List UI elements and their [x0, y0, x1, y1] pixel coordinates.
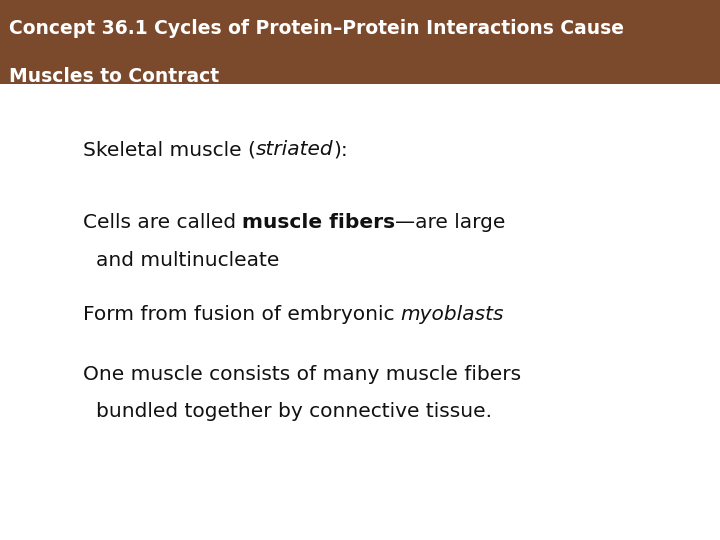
Text: ):: ):	[333, 140, 348, 159]
Text: Concept 36.1 Cycles of Protein–Protein Interactions Cause: Concept 36.1 Cycles of Protein–Protein I…	[9, 19, 624, 38]
Text: Skeletal muscle (: Skeletal muscle (	[83, 140, 256, 159]
Text: and multinucleate: and multinucleate	[96, 251, 279, 270]
Text: bundled together by connective tissue.: bundled together by connective tissue.	[96, 402, 492, 421]
Text: muscle fibers: muscle fibers	[243, 213, 395, 232]
Text: Muscles to Contract: Muscles to Contract	[9, 68, 219, 86]
Bar	[0, 0, 720, 84]
Text: myoblasts: myoblasts	[400, 305, 504, 324]
Text: Cells are called: Cells are called	[83, 213, 243, 232]
Text: striated: striated	[256, 140, 333, 159]
Text: Form from fusion of embryonic: Form from fusion of embryonic	[83, 305, 400, 324]
Text: —are large: —are large	[395, 213, 505, 232]
Text: One muscle consists of many muscle fibers: One muscle consists of many muscle fiber…	[83, 364, 521, 383]
